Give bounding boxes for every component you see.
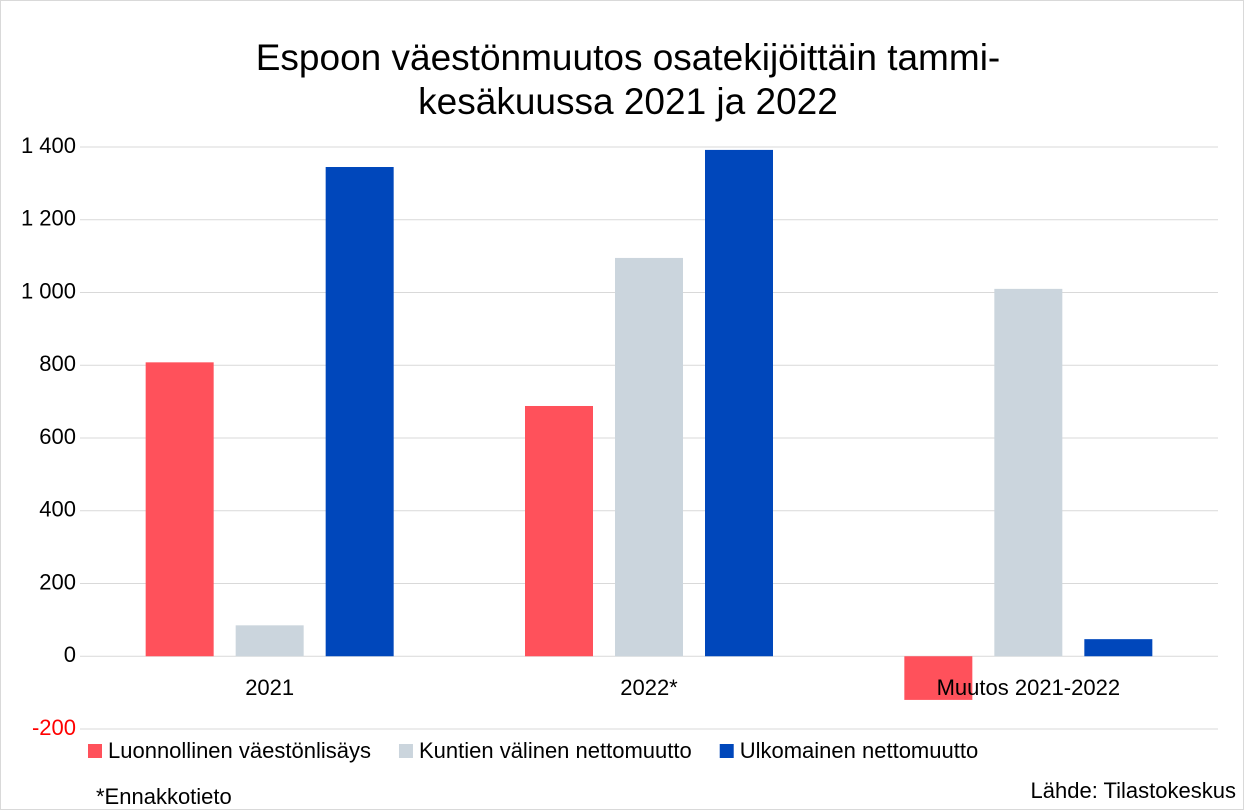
- bar: [235, 625, 304, 657]
- y-tick-label: 1 400: [21, 133, 76, 158]
- legend-marker: [398, 744, 413, 758]
- x-tick-label: Muutos 2021-2022: [937, 675, 1120, 700]
- x-tick-label: 2021: [245, 675, 294, 700]
- chart-title: Espoon väestönmuutos osatekijöittäin tam…: [255, 37, 1001, 122]
- bar: [904, 656, 973, 700]
- footnote: *Ennakkotieto: [96, 784, 232, 809]
- y-tick-label: 600: [39, 424, 76, 449]
- y-tick-label: -200: [32, 715, 76, 740]
- y-tick-label: 1 000: [21, 278, 76, 303]
- y-tick-label: 1 200: [21, 206, 76, 231]
- bar: [145, 362, 214, 657]
- bar: [1084, 639, 1153, 657]
- legend-label: Ulkomainen nettomuutto: [740, 738, 978, 763]
- bar: [705, 149, 773, 657]
- bar: [615, 257, 683, 657]
- legend-label: Kuntien välinen nettomuutto: [419, 738, 692, 763]
- legend-marker: [88, 744, 102, 758]
- bar: [325, 167, 394, 657]
- bar: [994, 288, 1063, 657]
- y-tick-label: 200: [39, 569, 76, 594]
- bar: [525, 405, 593, 657]
- source: Lähde: Tilastokeskus: [1031, 778, 1236, 803]
- x-tick-label: 2022*: [620, 675, 678, 700]
- legend-label: Luonnollinen väestönlisäys: [108, 738, 371, 763]
- y-tick-label: 0: [64, 642, 76, 667]
- legend-marker: [719, 744, 734, 758]
- y-tick-label: 400: [39, 497, 76, 522]
- y-tick-label: 800: [39, 351, 76, 376]
